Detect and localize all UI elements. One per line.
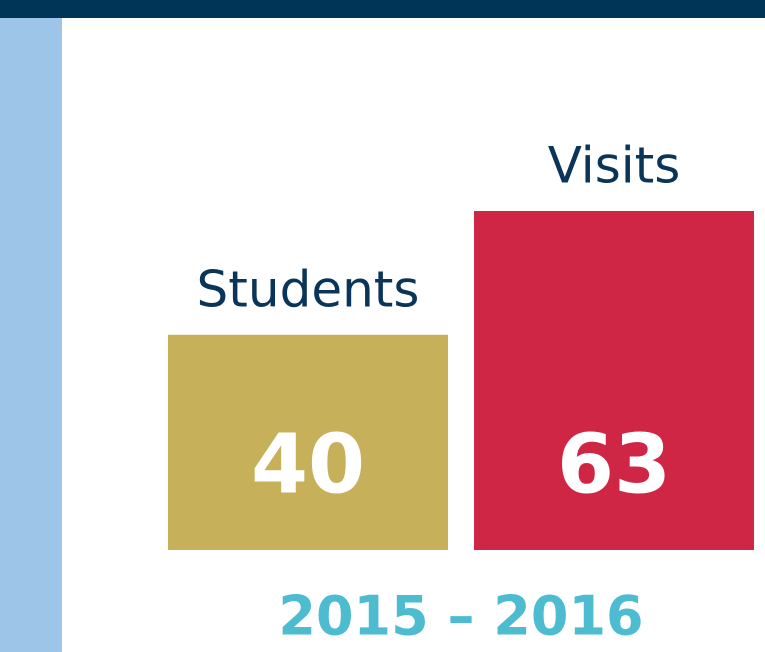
category-label: Visits: [548, 137, 681, 195]
side-strip: [0, 18, 62, 652]
bar: [474, 211, 754, 550]
category-label: Students: [197, 260, 420, 318]
bar: [168, 334, 448, 550]
value-label: 63: [557, 417, 671, 512]
subtitle: 2015 – 2016: [278, 585, 643, 648]
top-band: [0, 0, 765, 18]
value-label: 40: [251, 417, 365, 512]
